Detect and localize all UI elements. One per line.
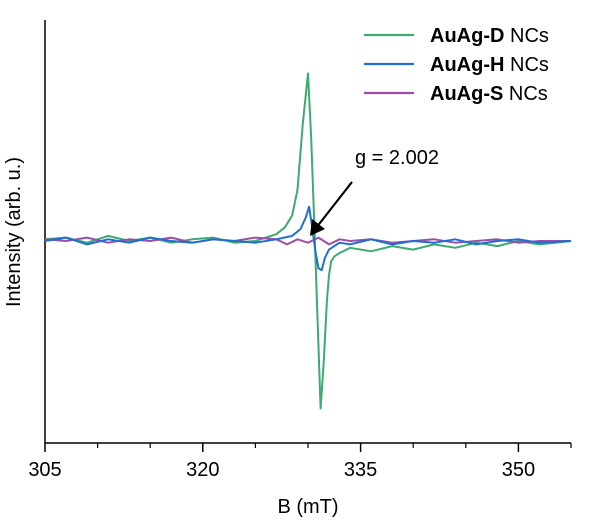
y-axis-label: Intensity (arb. u.) bbox=[3, 157, 25, 307]
series-line-auag-h bbox=[44, 205, 572, 272]
x-tick-label: 320 bbox=[186, 459, 219, 481]
annotation-label: g = 2.002 bbox=[355, 147, 439, 169]
legend-entry: AuAg-H NCs bbox=[430, 54, 549, 76]
legend-entry-suffix: NCs bbox=[504, 25, 548, 47]
x-tick-label: 335 bbox=[344, 459, 377, 481]
g-value-annotation: g = 2.002 bbox=[310, 147, 439, 236]
series-line-auag-s bbox=[44, 236, 571, 246]
legend-entry-bold: AuAg-H bbox=[430, 54, 504, 76]
legend-entry-suffix: NCs bbox=[503, 83, 547, 105]
annotation-arrowhead bbox=[310, 219, 325, 236]
annotation-arrow bbox=[315, 181, 353, 229]
x-axis-label: B (mT) bbox=[277, 496, 338, 518]
x-tick-label: 305 bbox=[28, 459, 61, 481]
x-ticks bbox=[44, 443, 572, 452]
x-tick-labels: 305 320 335 350 bbox=[28, 459, 535, 481]
series-layer bbox=[44, 72, 572, 410]
legend-entry: AuAg-D NCs bbox=[430, 25, 549, 47]
x-tick-label: 350 bbox=[502, 459, 535, 481]
legend-entry: AuAg-S NCs bbox=[430, 83, 548, 105]
legend-entry-bold: AuAg-S bbox=[430, 83, 503, 105]
legend-entry-bold: AuAg-D bbox=[430, 25, 504, 47]
legend-entry-suffix: NCs bbox=[504, 54, 548, 76]
